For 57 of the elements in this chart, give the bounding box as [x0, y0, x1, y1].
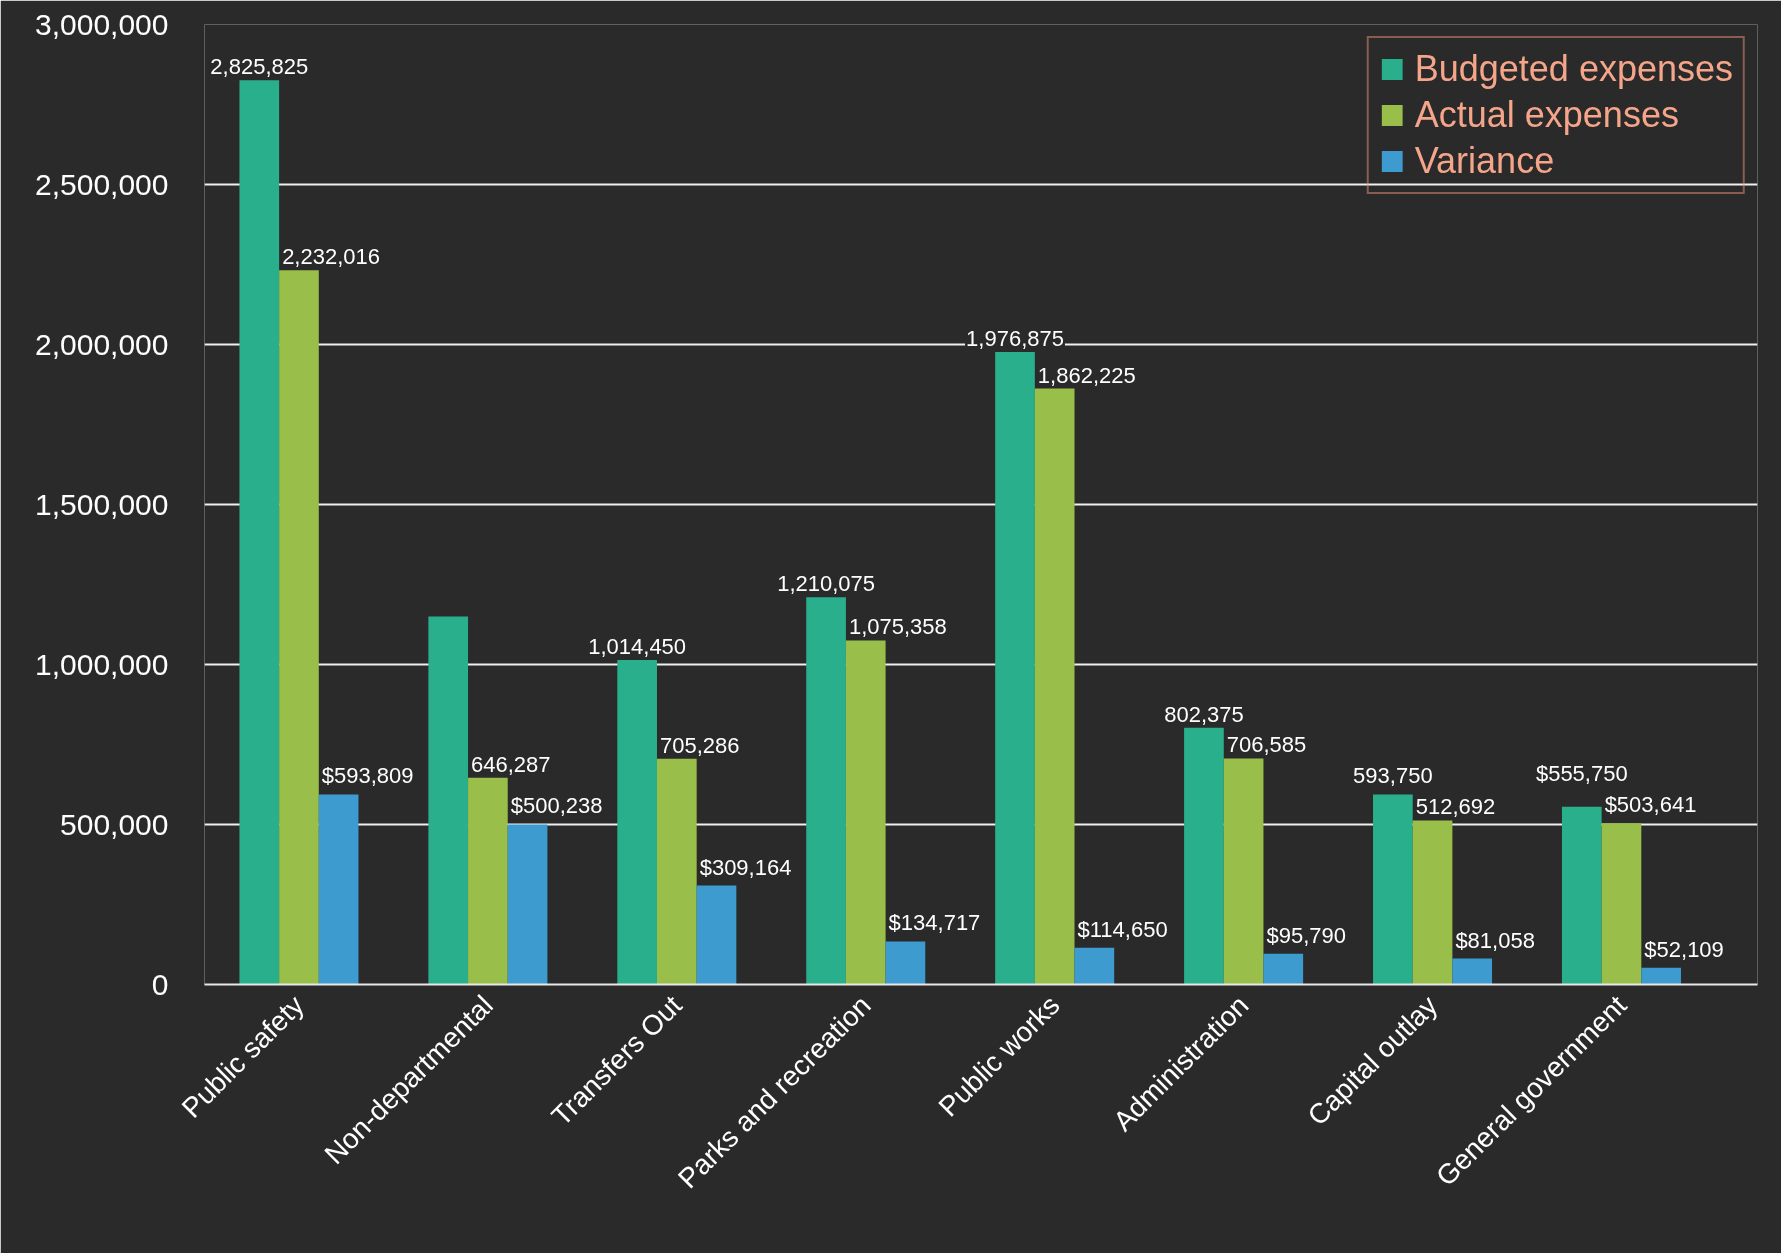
- data-label: $593,809: [321, 763, 414, 789]
- bar: [1184, 727, 1224, 985]
- data-label: 593,750: [1353, 763, 1433, 789]
- bar: [239, 80, 280, 985]
- bar: [696, 885, 737, 985]
- data-label: 1,075,358: [848, 614, 947, 640]
- data-label: 646,287: [471, 751, 551, 777]
- data-label: 802,375: [1164, 701, 1244, 727]
- bar: [1561, 806, 1602, 985]
- data-label: $52,109: [1644, 936, 1724, 962]
- bar: [468, 777, 508, 985]
- y-tick-label: 2,500,000: [35, 167, 169, 201]
- bar: [1034, 388, 1075, 985]
- data-label: 1,862,225: [1037, 362, 1136, 388]
- legend-label: Actual expenses: [1414, 94, 1679, 136]
- legend-label: Variance: [1414, 140, 1555, 182]
- bar: [806, 597, 846, 985]
- bar: [1263, 953, 1304, 985]
- data-label: 1,014,450: [588, 633, 687, 659]
- data-label: $81,058: [1455, 927, 1535, 953]
- data-label: 706,585: [1226, 732, 1307, 758]
- data-label: $95,790: [1266, 922, 1346, 948]
- bar: [1373, 794, 1413, 985]
- data-label: 1,210,075: [777, 571, 876, 597]
- y-tick-label: 3,000,000: [35, 7, 169, 41]
- y-tick-label: 2,000,000: [35, 327, 169, 361]
- bar: [1412, 820, 1453, 985]
- data-label: 1,976,875: [966, 325, 1064, 351]
- bar: [885, 941, 926, 985]
- data-label: $500,238: [510, 793, 603, 819]
- bar: [617, 659, 657, 985]
- y-tick-label: 1,500,000: [35, 487, 169, 521]
- bar: [845, 640, 886, 985]
- data-label: 2,232,016: [282, 244, 380, 270]
- data-label: 2,825,825: [210, 54, 309, 80]
- bar: [318, 794, 359, 985]
- data-label: 512,692: [1415, 794, 1496, 820]
- y-tick-label: 0: [151, 967, 169, 1001]
- bar: [1223, 758, 1264, 985]
- y-tick-label: 1,000,000: [35, 647, 169, 681]
- bar: [1452, 958, 1493, 985]
- bar: [1074, 947, 1115, 985]
- data-label: $503,641: [1604, 792, 1697, 818]
- bar: [656, 758, 697, 985]
- data-label: $114,650: [1077, 916, 1168, 942]
- bar: [507, 824, 548, 985]
- bar: [1641, 967, 1681, 985]
- legend-label: Budgeted expenses: [1414, 48, 1733, 90]
- data-label: $555,750: [1535, 760, 1628, 786]
- bar: [1601, 823, 1642, 985]
- data-label: $134,717: [888, 910, 981, 936]
- y-tick-label: 500,000: [60, 807, 169, 841]
- data-label: $309,164: [699, 854, 792, 880]
- bar: [279, 270, 319, 985]
- bar: [428, 616, 469, 985]
- bar: [995, 351, 1035, 985]
- data-label: 705,286: [659, 732, 740, 758]
